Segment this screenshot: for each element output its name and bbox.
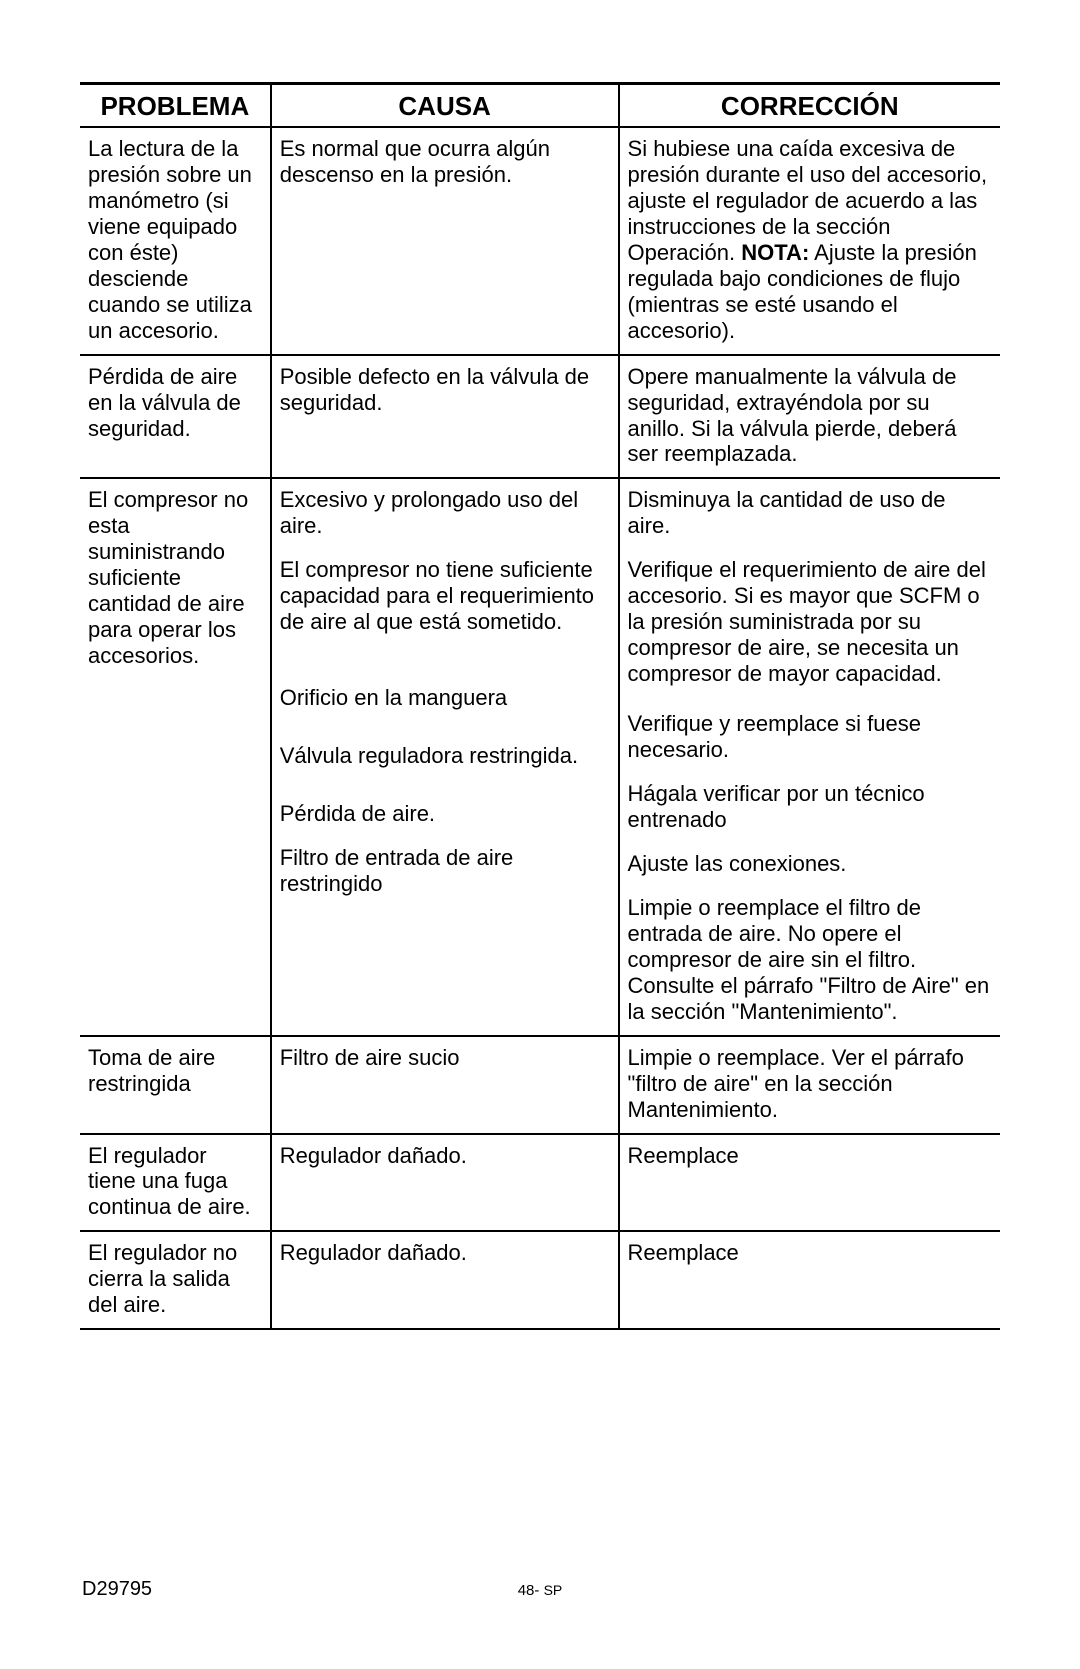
footer-page-number: 48- SP xyxy=(0,1582,1080,1599)
cause-text: El compresor no tiene suficiente capacid… xyxy=(280,557,608,635)
cause-text: Excesivo y prolongado uso del aire. xyxy=(280,487,608,539)
table-row: La lectura de la presión sobre un manóme… xyxy=(80,127,1000,355)
page: PROBLEMA CAUSA CORRECCIÓN La lectura de … xyxy=(0,0,1080,1669)
correction-text: Reemplace xyxy=(628,1143,990,1169)
table-row: El regulador no cierra la salida del air… xyxy=(80,1231,1000,1329)
table-row: Toma de aire restringida Filtro de aire … xyxy=(80,1036,1000,1134)
cell-correction: Limpie o reemplace. Ver el párrafo "filt… xyxy=(619,1036,1000,1134)
correction-text: Verifique y reemplace si fuese necesario… xyxy=(628,711,990,763)
table-row: El compresor no esta suministrando sufic… xyxy=(80,478,1000,1035)
cause-text: Es normal que ocurra algún descenso en l… xyxy=(280,136,608,188)
table-row: El regulador tiene una fuga continua de … xyxy=(80,1134,1000,1232)
cell-problem: Pérdida de aire en la válvula de segurid… xyxy=(80,355,271,479)
cell-cause: Regulador dañado. xyxy=(271,1134,619,1232)
cell-problem: El regulador no cierra la salida del air… xyxy=(80,1231,271,1329)
cell-cause: Excesivo y prolongado uso del aire. El c… xyxy=(271,478,619,1035)
correction-text: Verifique el requerimiento de aire del a… xyxy=(628,557,990,687)
header-correction: CORRECCIÓN xyxy=(619,84,1000,128)
troubleshooting-table: PROBLEMA CAUSA CORRECCIÓN La lectura de … xyxy=(80,82,1000,1330)
cause-text: Regulador dañado. xyxy=(280,1143,608,1169)
cell-correction: Reemplace xyxy=(619,1231,1000,1329)
cell-cause: Posible defecto en la válvula de segurid… xyxy=(271,355,619,479)
correction-text: Si hubiese una caída excesiva de presión… xyxy=(628,136,990,344)
header-cause: CAUSA xyxy=(271,84,619,128)
cause-text: Regulador dañado. xyxy=(280,1240,608,1266)
cell-problem: El compresor no esta suministrando sufic… xyxy=(80,478,271,1035)
header-problem: PROBLEMA xyxy=(80,84,271,128)
correction-text: Reemplace xyxy=(628,1240,990,1266)
correction-text: Disminuya la cantidad de uso de aire. xyxy=(628,487,990,539)
correction-text: Hágala verificar por un técnico entrenad… xyxy=(628,781,990,833)
cause-text: Orificio en la manguera xyxy=(280,685,608,711)
cell-correction: Reemplace xyxy=(619,1134,1000,1232)
table-row: Pérdida de aire en la válvula de segurid… xyxy=(80,355,1000,479)
correction-text: Ajuste las conexiones. xyxy=(628,851,990,877)
cell-problem: La lectura de la presión sobre un manóme… xyxy=(80,127,271,355)
cell-problem: Toma de aire restringida xyxy=(80,1036,271,1134)
cell-correction: Si hubiese una caída excesiva de presión… xyxy=(619,127,1000,355)
cell-correction: Disminuya la cantidad de uso de aire. Ve… xyxy=(619,478,1000,1035)
cause-text: Filtro de aire sucio xyxy=(280,1045,608,1071)
correction-text: Limpie o reemplace el filtro de entrada … xyxy=(628,895,990,1025)
cause-text: Posible defecto en la válvula de segurid… xyxy=(280,364,608,416)
cause-text: Válvula reguladora restringida. xyxy=(280,743,608,769)
cell-cause: Filtro de aire sucio xyxy=(271,1036,619,1134)
cause-text: Pérdida de aire. xyxy=(280,801,608,827)
cell-problem: El regulador tiene una fuga continua de … xyxy=(80,1134,271,1232)
correction-text: Opere manualmente la válvula de segurida… xyxy=(628,364,990,468)
cell-cause: Es normal que ocurra algún descenso en l… xyxy=(271,127,619,355)
cause-text: Filtro de entrada de aire restringido xyxy=(280,845,608,897)
correction-text: Limpie o reemplace. Ver el párrafo "filt… xyxy=(628,1045,990,1123)
cell-correction: Opere manualmente la válvula de segurida… xyxy=(619,355,1000,479)
cell-cause: Regulador dañado. xyxy=(271,1231,619,1329)
